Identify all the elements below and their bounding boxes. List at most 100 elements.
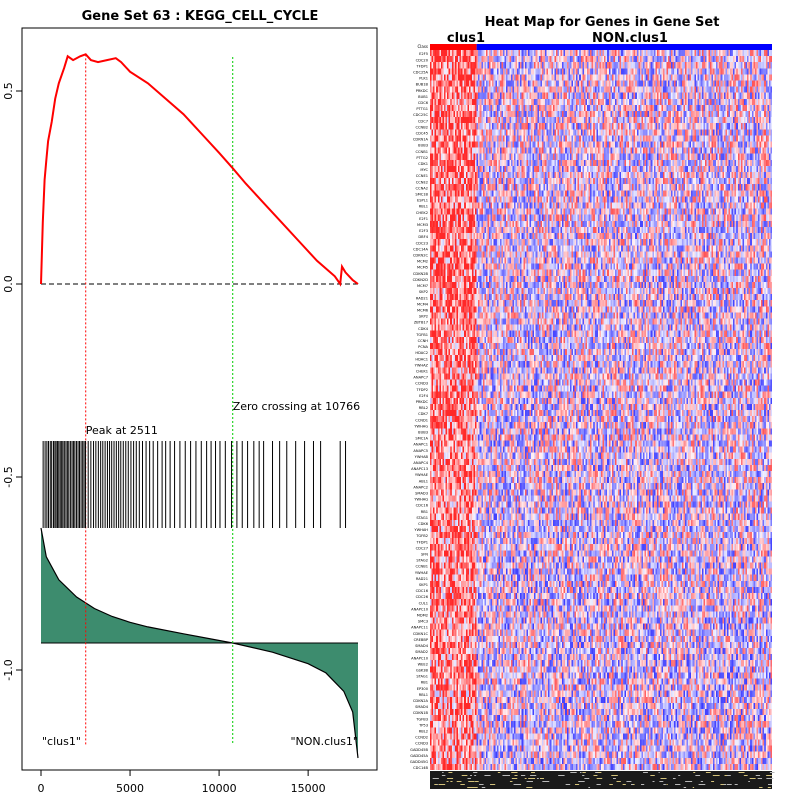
footer-glyph	[526, 781, 533, 782]
row-label: MCM3	[417, 223, 428, 227]
row-label: BUB1B	[416, 83, 429, 87]
row-label: PCNA	[418, 345, 428, 349]
row-label: TFDP1	[416, 64, 428, 68]
footer-glyph	[660, 778, 667, 779]
row-label: BUB1	[418, 95, 428, 99]
row-label: TP53	[418, 723, 428, 727]
footer-glyph	[524, 778, 527, 779]
footer-glyph	[685, 781, 693, 782]
footer-glyph	[678, 775, 681, 776]
footer-glyph	[641, 784, 645, 785]
heatmap-image	[430, 50, 772, 770]
row-label: E2F4	[419, 394, 429, 398]
footer-glyph	[482, 787, 485, 788]
class-bar-non-clus1	[476, 44, 772, 50]
footer-glyph	[578, 781, 585, 782]
footer-glyph	[759, 787, 763, 788]
footer-glyph	[570, 772, 577, 773]
footer-glyph	[663, 784, 666, 785]
footer-glyph	[622, 784, 626, 785]
footer-glyph	[434, 784, 437, 785]
row-label: SMC1A	[415, 437, 428, 441]
class-bar-clus1	[430, 44, 477, 50]
row-label: CHEK2	[416, 211, 428, 215]
row-label: RBL1	[419, 693, 428, 697]
clus1-annotation: "clus1"	[42, 735, 81, 748]
footer-glyph	[727, 775, 731, 776]
row-label: SKP2	[419, 315, 428, 319]
row-label: CDKN2A	[413, 699, 429, 703]
row-label: CDK6	[418, 522, 429, 526]
row-label: CUL1	[419, 601, 428, 605]
footer-glyph	[712, 775, 720, 776]
row-label: CDKN2B	[413, 272, 429, 276]
x-tick-label: 0	[38, 782, 45, 795]
row-label: CDC27	[416, 546, 428, 550]
row-label: RBL1	[419, 205, 428, 209]
row-label: YWHAQ	[414, 498, 428, 502]
row-label: BUB3	[418, 430, 428, 434]
row-label: HDAC2	[415, 351, 428, 355]
footer-glyph	[484, 775, 491, 776]
footer-glyph	[767, 787, 771, 788]
row-label: HDAC1	[415, 357, 428, 361]
row-label: ESPL1	[417, 199, 428, 203]
row-label: STAG1	[416, 516, 428, 520]
footer-glyph	[693, 772, 696, 773]
footer-glyph	[475, 781, 479, 782]
row-label: TGFB1	[415, 333, 428, 337]
footer-glyph	[441, 775, 446, 776]
footer-glyph	[473, 772, 478, 773]
row-label: CHEK1	[416, 369, 428, 373]
heatmap-panel: Heat Map for Genes in Gene Set clus1 NON…	[410, 15, 775, 789]
footer-glyph	[631, 784, 634, 785]
row-label: SKP2	[419, 290, 428, 294]
footer-glyph	[666, 784, 668, 785]
y-tick-label: 0.0	[2, 275, 15, 293]
footer-glyph	[769, 784, 772, 785]
footer-glyph	[724, 775, 728, 776]
row-label: ANAPC4	[413, 461, 428, 465]
y-tick-label: -1.0	[2, 659, 15, 680]
y-tick-label: 0.5	[2, 82, 15, 100]
footer-glyph	[609, 784, 613, 785]
footer-glyph	[514, 775, 518, 776]
enrichment-score-curve	[40, 53, 359, 287]
row-label: CCNB2	[416, 125, 428, 129]
row-label: YWHAZ	[415, 363, 429, 367]
x-tick-label: 15000	[291, 782, 326, 795]
row-label: SMC1B	[415, 193, 428, 197]
footer-glyph	[723, 784, 727, 785]
class-bar	[430, 44, 772, 50]
x-tick-label: 10000	[202, 782, 237, 795]
footer-glyph	[672, 778, 676, 779]
footer-glyph	[743, 775, 748, 776]
footer-glyph	[497, 772, 501, 773]
footer-glyph	[474, 775, 477, 776]
footer-glyph	[467, 778, 471, 779]
row-label: CCNB1	[416, 565, 428, 569]
row-label: ANAPC7	[413, 376, 428, 380]
footer-glyph	[757, 778, 763, 779]
non-clus1-annotation: "NON.clus1"	[290, 735, 358, 748]
footer-glyph	[626, 781, 632, 782]
row-label: SKP1	[419, 583, 428, 587]
row-label: CDC45	[416, 132, 428, 136]
x-axis: 0 5000 10000 15000	[38, 770, 326, 795]
footer-glyph	[588, 787, 591, 788]
row-label: PLK1	[419, 77, 428, 81]
row-label: PRKDC	[416, 89, 429, 93]
footer-glyph	[450, 781, 453, 782]
row-label: ANAPC13	[411, 467, 428, 471]
row-label: RB1	[421, 681, 428, 685]
row-label: CDC6	[418, 101, 429, 105]
footer-glyph	[490, 784, 496, 785]
footer-glyph	[531, 772, 536, 773]
heatmap-footer-strip	[430, 771, 775, 789]
footer-glyph	[473, 787, 478, 788]
row-label: CCNH	[418, 339, 429, 343]
footer-glyph	[479, 784, 484, 785]
row-label: CCNE1	[416, 174, 428, 178]
footer-glyph	[749, 778, 756, 779]
